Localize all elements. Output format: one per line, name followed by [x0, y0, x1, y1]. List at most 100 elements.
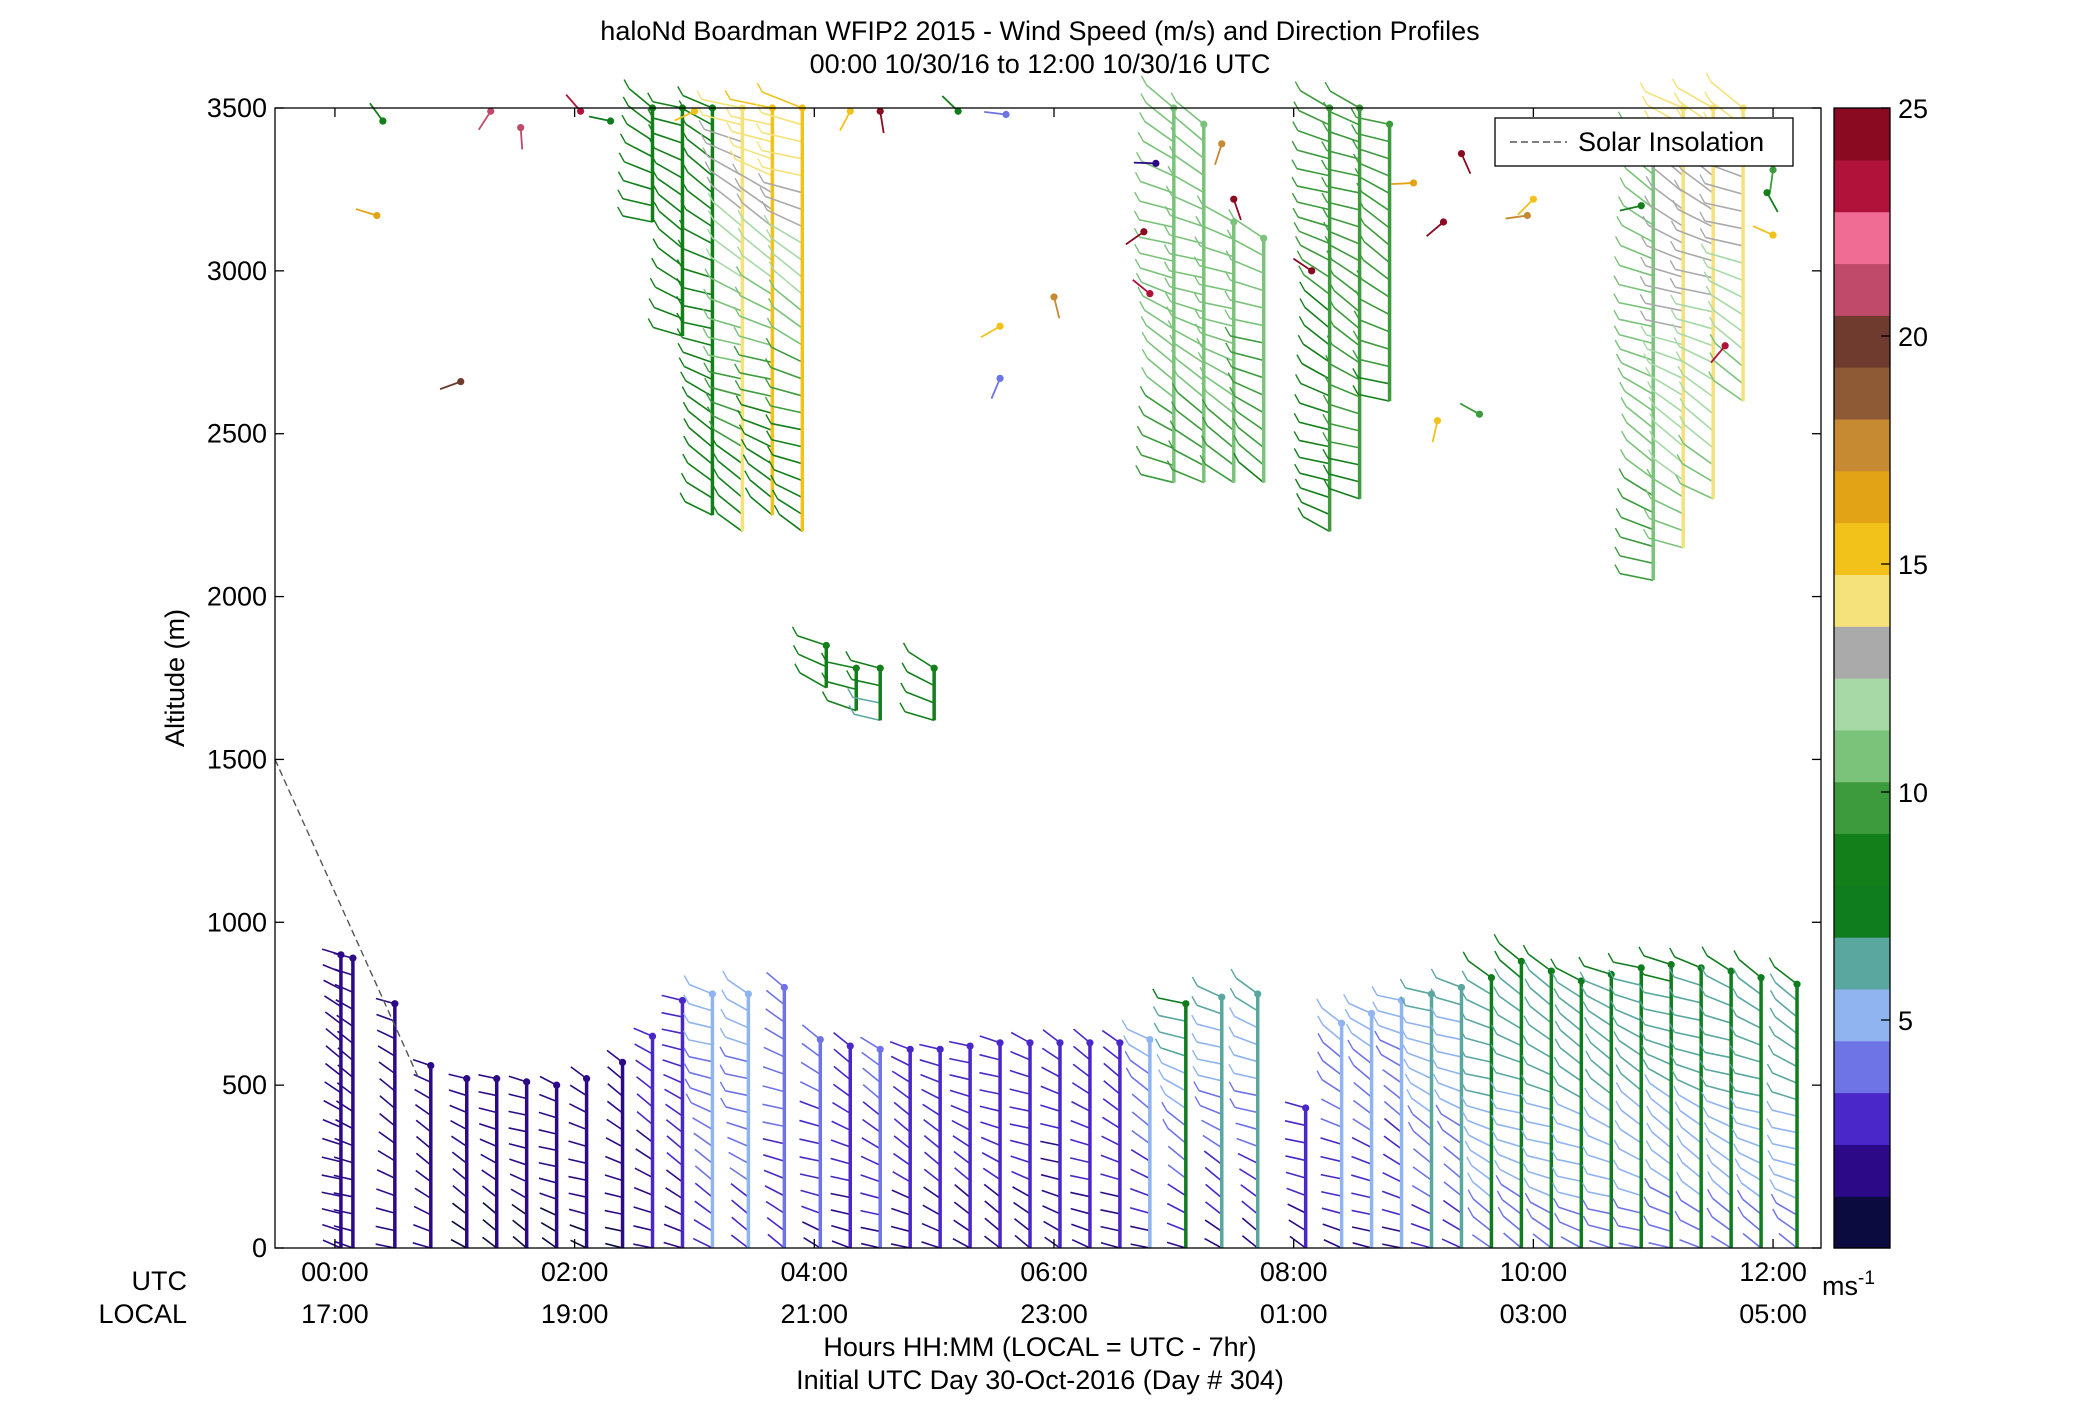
wind-barb — [741, 201, 773, 228]
wind-barb — [664, 1088, 683, 1101]
wind-barb — [322, 1137, 342, 1146]
profile-top-dot — [876, 664, 884, 672]
wind-barb-flag — [1224, 309, 1231, 319]
wind-barb-flag — [1521, 1054, 1528, 1065]
wind-barb — [415, 1135, 432, 1150]
wind-barb — [707, 155, 743, 177]
profile-top-dot — [930, 664, 938, 672]
wind-barb — [1405, 1004, 1432, 1012]
wind-barb — [1711, 1162, 1732, 1180]
wind-barb-flag — [1140, 75, 1148, 86]
wind-barb — [709, 169, 743, 194]
wind-barb — [682, 248, 713, 262]
wind-barb-flag — [1490, 1081, 1497, 1092]
wind-barb — [738, 335, 773, 347]
wind-barb-flag — [901, 662, 908, 673]
x-tick-label-local: 21:00 — [781, 1299, 849, 1329]
wind-profile — [1371, 985, 1406, 1249]
wind-barb — [541, 1237, 558, 1249]
wind-barb-flag — [1640, 256, 1647, 267]
wind-profile — [617, 79, 657, 223]
wind-barb — [1673, 976, 1702, 987]
wind-barb-flag — [1191, 1014, 1198, 1025]
wind-barb-flag — [1322, 448, 1329, 459]
wind-barb — [1009, 1106, 1031, 1112]
wind-barb-flag — [1493, 933, 1500, 944]
wind-barb — [690, 1102, 713, 1114]
wind-barb — [1618, 318, 1654, 328]
wind-barb — [1300, 382, 1330, 397]
wind-barb-flag — [1613, 309, 1620, 320]
wind-barb-dot — [1439, 218, 1448, 226]
wind-barb — [1583, 965, 1612, 976]
wind-barb-dot — [1230, 195, 1238, 203]
wind-barb — [1734, 1072, 1762, 1080]
wind-barb — [1714, 325, 1744, 351]
wind-barb-flag — [677, 86, 684, 96]
wind-barb-flag — [1141, 348, 1148, 359]
wind-barb — [1675, 249, 1714, 262]
wind-barb — [1144, 120, 1175, 143]
wind-barb — [1618, 1167, 1642, 1179]
wind-barb — [1620, 516, 1654, 531]
wind-barb-flag — [676, 278, 683, 288]
wind-barb-flag — [1228, 209, 1235, 219]
wind-barb — [826, 661, 857, 670]
profile-top-dot — [1757, 974, 1765, 982]
wind-barb — [1328, 473, 1360, 483]
wind-barb — [1284, 1120, 1306, 1127]
wind-barb — [1587, 1009, 1612, 1027]
wind-barb — [1648, 1242, 1672, 1249]
wind-barb-flag — [766, 430, 773, 441]
colorbar-unit-exp: -1 — [1858, 1268, 1875, 1289]
wind-barb-flag — [680, 200, 687, 210]
wind-barb-flag — [1673, 179, 1681, 190]
wind-barb — [665, 1119, 683, 1134]
wind-barb — [1380, 1053, 1402, 1068]
wind-barb — [1411, 1097, 1432, 1114]
wind-barb-flag — [1194, 308, 1201, 319]
wind-barb — [604, 1226, 623, 1232]
y-tick-label: 2000 — [207, 582, 267, 612]
wind-barb-flag — [1228, 1081, 1235, 1092]
wind-barb-flag — [1554, 1212, 1561, 1223]
wind-barb-flag — [737, 227, 744, 238]
wind-barb-flag — [1495, 1174, 1502, 1185]
wind-barb — [954, 1167, 971, 1182]
wind-barb-flag — [734, 177, 741, 188]
wind-profile — [949, 1040, 974, 1249]
wind-barb-flag — [1293, 221, 1300, 232]
wind-barb — [1326, 185, 1360, 194]
wind-barb-flag — [1321, 192, 1328, 203]
wind-barb-flag — [676, 295, 683, 306]
wind-barb — [802, 1221, 821, 1232]
wind-barb — [1101, 1135, 1121, 1147]
wind-barb-flag — [1617, 367, 1624, 378]
wind-barb-flag — [1291, 192, 1298, 203]
wind-barb — [1204, 1219, 1223, 1232]
wind-barb — [1773, 1173, 1798, 1183]
wind-barb-flag — [792, 644, 800, 655]
wind-barb-flag — [1766, 1118, 1773, 1128]
wind-barb-flag — [650, 153, 657, 164]
wind-barb — [1559, 1221, 1582, 1233]
colorbar-tick-label: 25 — [1898, 94, 1928, 124]
wind-barb — [1358, 162, 1390, 177]
wind-barb-flag — [768, 279, 775, 289]
wind-barb-flag — [1613, 256, 1621, 266]
wind-barb — [1351, 1192, 1372, 1199]
wind-barb-flag — [1134, 191, 1141, 202]
wind-barb — [1742, 1215, 1762, 1232]
wind-barb-flag — [1706, 1154, 1713, 1164]
wind-profile — [859, 1036, 884, 1249]
wind-barb-flag — [1162, 1118, 1169, 1129]
wind-barb-flag — [1295, 493, 1303, 503]
wind-barb — [1502, 1215, 1522, 1232]
colorbar-unit: ms-1 — [1822, 1268, 1875, 1301]
wind-barb — [1774, 1016, 1798, 1035]
wind-barb — [512, 1235, 528, 1249]
wind-barb — [731, 130, 773, 143]
wind-barb — [1618, 1039, 1642, 1057]
wind-barb-flag — [1639, 1030, 1647, 1040]
wind-barb-flag — [712, 451, 719, 462]
